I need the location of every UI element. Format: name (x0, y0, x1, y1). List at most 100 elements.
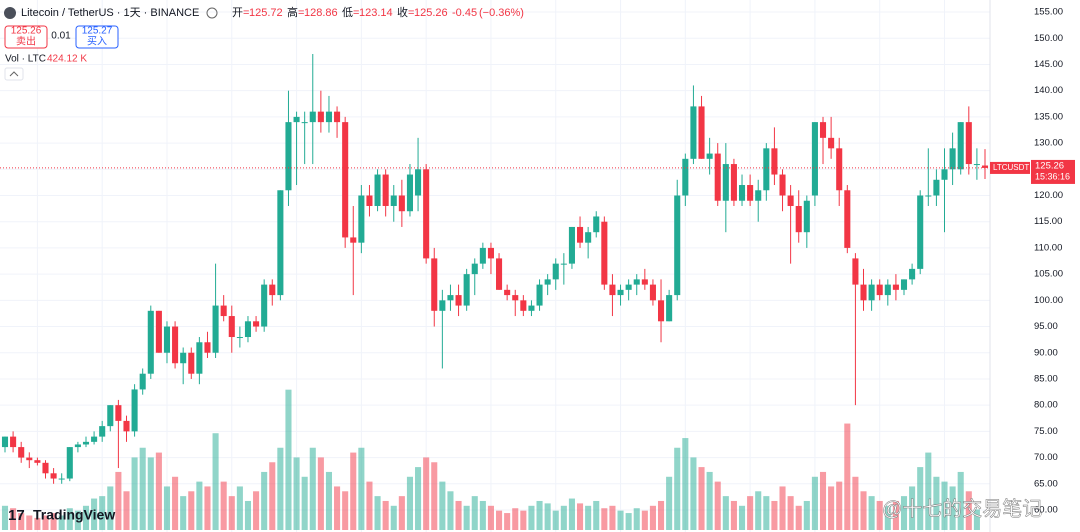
candle-body (868, 284, 875, 301)
sell-button[interactable] (4, 25, 48, 49)
volume-bar (431, 462, 438, 530)
buy-button[interactable] (75, 25, 119, 49)
buy-label: 买入 (87, 36, 107, 48)
ohlc-label: 开 (232, 7, 243, 19)
candle-body (107, 405, 114, 427)
volume-bar (358, 447, 365, 530)
volume-bar (1, 505, 9, 530)
candle-layer (1, 53, 989, 484)
volume-bar (244, 500, 252, 530)
header: Litecoin / TetherUS · 1天 · BINANCE 125.2… (4, 5, 524, 81)
candle-body (293, 116, 300, 123)
volume-bar (382, 500, 389, 530)
volume-bar (925, 452, 932, 530)
candle-body (949, 148, 956, 170)
volume-bar (819, 471, 827, 530)
volume-bar (10, 508, 17, 530)
candle-body (512, 295, 519, 301)
volume-bar (682, 438, 689, 530)
volume-bar (147, 457, 154, 530)
volume-bar (115, 471, 122, 530)
candle-body (228, 316, 235, 338)
volume-bar (852, 476, 859, 530)
volume-bar (325, 471, 333, 530)
candle-body (479, 247, 486, 264)
y-tick-label: 90.00 (1034, 347, 1058, 358)
candle-body (625, 284, 632, 290)
spread: 0.01 (51, 31, 71, 42)
candle-body (941, 169, 948, 180)
volume-bar (301, 476, 308, 530)
volume-bar (212, 433, 219, 530)
candle-body (504, 289, 511, 296)
volume-bar (763, 496, 770, 530)
volume-bar (139, 447, 146, 530)
brand-logo: 17 (8, 507, 25, 524)
y-tick-label: 85.00 (1034, 373, 1058, 384)
symbol-tag (990, 161, 1030, 174)
candle-body (406, 174, 413, 212)
volume-bar (625, 513, 632, 530)
candle-body (10, 436, 17, 448)
volume-bar (188, 491, 195, 530)
candle-body (730, 164, 737, 201)
candle-body (909, 268, 916, 280)
candle-body (803, 200, 810, 233)
candle-body (91, 436, 98, 442)
volume-bar (204, 486, 211, 530)
candle-body (317, 111, 324, 123)
volume-bar (917, 467, 924, 530)
candle-body (382, 174, 389, 206)
volume-bar (747, 496, 754, 530)
candle-body (34, 460, 41, 463)
candle-body (50, 473, 57, 479)
candle-body (520, 300, 527, 311)
candle-body (139, 373, 146, 390)
symbol-title: Litecoin / TetherUS · 1天 · BINANCE (21, 7, 199, 19)
price-tag-countdown: 15:36:16 (1035, 171, 1070, 181)
y-tick-label: 65.00 (1034, 478, 1058, 489)
candle-body (487, 247, 494, 259)
volume-bar (512, 508, 519, 530)
coin-icon (4, 7, 16, 19)
candle-body (771, 148, 778, 175)
volume-bar (26, 515, 33, 530)
candle-body (1, 436, 9, 448)
volume-bar (50, 513, 57, 530)
volume-bar (463, 505, 470, 530)
candle-body (552, 263, 559, 280)
volume-bar (253, 491, 260, 530)
y-tick-label: 115.00 (1034, 216, 1062, 227)
y-tick-label: 120.00 (1034, 190, 1063, 201)
y-tick-label: 135.00 (1034, 111, 1063, 122)
candle-body (666, 295, 673, 322)
volume-bar (91, 498, 98, 530)
candle-body (957, 122, 964, 170)
volume-bar (390, 505, 397, 530)
collapse-button[interactable] (4, 67, 24, 81)
candle-body (965, 122, 972, 165)
volume-bar (66, 508, 73, 530)
volume-bar (601, 508, 608, 530)
candle-body (204, 342, 211, 353)
brand: TradingView (33, 507, 115, 523)
ohlc-eq: = (353, 7, 359, 19)
candle-body (852, 258, 859, 285)
y-tick-label: 110.00 (1034, 242, 1062, 253)
volume-bar (892, 500, 899, 530)
grid (0, 0, 990, 532)
volume-bar (568, 498, 575, 530)
volume-bar (787, 496, 794, 530)
candle-body (585, 232, 592, 243)
candle-body (682, 158, 689, 196)
volume-bar (447, 491, 454, 530)
volume-bar (406, 476, 413, 530)
y-tick-label: 130.00 (1034, 138, 1063, 149)
ohlc-label: 收 (397, 5, 408, 19)
volume-bar (455, 500, 462, 530)
volume-bar (415, 467, 422, 530)
ohlc-label: 高 (287, 5, 298, 19)
volume-bar (504, 513, 511, 530)
volume-bar (74, 510, 81, 530)
